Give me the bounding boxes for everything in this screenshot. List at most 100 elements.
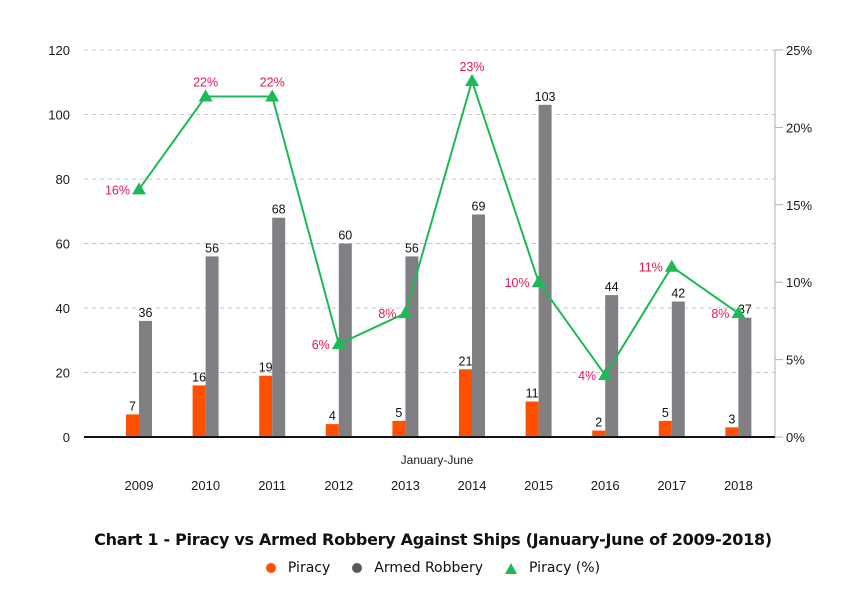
data-label-piracy: 4 (329, 409, 336, 423)
y2-tick-label: 5% (786, 353, 805, 368)
x-tick-label: 2016 (591, 478, 620, 493)
x-tick-label: 2013 (391, 478, 420, 493)
marker-triangle (198, 89, 213, 102)
data-label-piracy-percent: 8% (711, 307, 729, 321)
bar-armed-robbery (405, 256, 419, 437)
marker-triangle (132, 182, 146, 195)
data-label-armed-robbery: 56 (205, 241, 219, 255)
y2-tick-label: 10% (786, 275, 812, 290)
data-label-piracy-percent: 16% (105, 183, 130, 197)
y-tick-label: 20 (56, 366, 70, 381)
bar-armed-robbery (205, 256, 219, 437)
legend-label: Piracy (%) (529, 560, 601, 576)
x-tick-label: 2018 (724, 478, 753, 493)
y-tick-label: 100 (48, 108, 70, 123)
marker-triangle (598, 368, 613, 381)
x-tick-label: 2014 (458, 478, 487, 493)
bar-piracy (259, 375, 273, 437)
marker-triangle (265, 89, 280, 102)
x-axis: 2009 2010 2011 2012 2013 2014 2015 2016 2017 2018 (125, 478, 753, 493)
x-tick-label: 2010 (191, 478, 220, 493)
data-label-armed-robbery: 103 (535, 90, 556, 104)
y-tick-label: 60 (56, 237, 70, 252)
data-label-piracy-percent: 10% (505, 276, 530, 290)
bar-piracy (525, 401, 539, 437)
gridlines (84, 49, 775, 373)
bar-piracy (658, 420, 672, 437)
data-label-armed-robbery: 56 (405, 241, 419, 255)
data-label-armed-robbery: 60 (338, 229, 352, 243)
data-label-armed-robbery: 44 (605, 280, 619, 294)
y-tick-label: 0 (63, 430, 70, 445)
x-tick-label: 2009 (125, 478, 154, 493)
y2-tick-label: 15% (786, 198, 812, 213)
data-label-piracy: 19 (259, 361, 273, 375)
data-label-piracy: 5 (662, 406, 669, 420)
marker-triangle (398, 306, 413, 319)
marker-triangle (664, 259, 679, 272)
data-label-piracy: 21 (459, 354, 473, 368)
data-label-armed-robbery: 69 (472, 199, 486, 213)
piracy-percent-line: 16% 22% 22% 6% 8% 23% 10% 4% 11% 8% (105, 60, 746, 383)
line-piracy-percent (138, 77, 739, 377)
y-tick-label: 80 (56, 172, 70, 187)
x-tick-label: 2015 (524, 478, 553, 493)
legend-piracy-circle-icon (265, 563, 276, 573)
data-label-armed-robbery: 42 (671, 287, 685, 301)
bar-piracy (325, 424, 339, 437)
data-label-piracy: 2 (595, 416, 602, 430)
x-tick-label: 2011 (258, 478, 286, 493)
data-label-piracy-percent: 6% (312, 338, 330, 352)
bar-armed-robbery (671, 301, 685, 437)
bar-piracy (126, 414, 139, 437)
marker-triangle (731, 306, 746, 319)
bar-piracy (192, 385, 206, 437)
legend-label: Piracy (287, 560, 331, 576)
data-label-piracy-percent: 23% (459, 60, 484, 74)
data-label-piracy: 3 (728, 412, 735, 426)
bar-armed-robbery (538, 104, 552, 437)
data-label-piracy-percent: 8% (378, 307, 396, 321)
y2-tick-label: 0% (786, 430, 805, 445)
x-axis-title: January-June (401, 453, 474, 467)
data-label-piracy: 11 (526, 387, 539, 401)
data-label-piracy-percent: 22% (260, 75, 285, 89)
data-label-piracy-percent: 22% (193, 75, 218, 89)
legend-label: Armed Robbery (374, 560, 484, 576)
y-tick-label: 40 (56, 301, 70, 316)
legend: Piracy Armed Robbery Piracy (%) (0, 560, 866, 576)
legend-item-piracy[interactable]: Piracy (265, 560, 331, 576)
data-label-piracy: 7 (129, 399, 136, 413)
marker-triangle (331, 337, 346, 350)
y-tick-label: 120 (48, 43, 70, 58)
bar-piracy (592, 430, 606, 437)
bar-armed-robbery (139, 320, 152, 437)
data-label-armed-robbery: 36 (139, 306, 153, 320)
chart-title: Chart 1 - Piracy vs Armed Robbery Agains… (94, 530, 772, 549)
x-tick-label: 2012 (324, 478, 353, 493)
bar-armed-robbery (738, 317, 752, 437)
data-label-piracy: 16 (192, 370, 206, 384)
data-label-piracy-percent: 4% (578, 369, 596, 383)
legend-item-piracy-percent[interactable]: Piracy (%) (505, 560, 600, 576)
legend-armed-robbery-circle-icon (352, 563, 363, 573)
bar-piracy (725, 427, 739, 437)
bar-piracy (459, 369, 472, 437)
legend-item-armed-robbery[interactable]: Armed Robbery (352, 560, 483, 576)
left-axis: 0 20 40 60 80 100 120 (48, 43, 70, 445)
y2-tick-label: 25% (786, 43, 812, 58)
data-label-piracy: 5 (395, 406, 402, 420)
bar-armed-robbery (272, 217, 286, 437)
y2-tick-label: 20% (786, 120, 812, 135)
data-label-piracy-percent: 11% (639, 261, 663, 275)
marker-triangle (531, 275, 546, 288)
bar-piracy (392, 420, 406, 437)
right-axis: 0% 5% 10% 15% 20% 25% (774, 43, 812, 445)
legend-piracy-percent-triangle-icon (505, 562, 518, 574)
bar-armed-robbery (472, 214, 485, 437)
marker-triangle (465, 73, 479, 86)
data-label-armed-robbery: 68 (272, 203, 286, 217)
x-tick-label: 2017 (657, 478, 686, 493)
